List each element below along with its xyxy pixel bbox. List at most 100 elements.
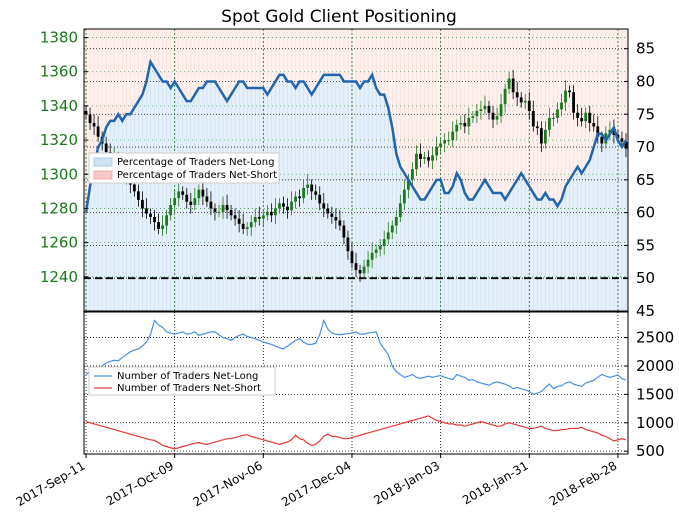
candle <box>378 239 382 257</box>
candle <box>237 210 241 233</box>
candle <box>487 100 491 120</box>
candle <box>346 230 350 260</box>
candle <box>181 186 185 200</box>
candle <box>584 107 588 129</box>
candle <box>596 116 600 144</box>
bottom-frame <box>83 311 629 455</box>
candle <box>193 187 197 211</box>
candle <box>580 107 584 127</box>
y-tick-label-traders: 500 <box>636 442 665 460</box>
candle <box>358 264 362 282</box>
candle <box>173 189 177 212</box>
candle <box>201 182 205 206</box>
legend-swatch-net-short <box>93 170 113 180</box>
candle <box>588 105 592 132</box>
candle <box>161 215 164 236</box>
candle <box>257 206 261 226</box>
y2-tick-label-percent: 60 <box>636 204 655 222</box>
candle <box>306 174 310 195</box>
y-tick-label-traders: 1500 <box>636 385 674 403</box>
candle <box>245 222 249 236</box>
candle <box>463 114 467 134</box>
candle <box>543 121 547 149</box>
candle <box>560 93 563 117</box>
candle <box>330 206 334 224</box>
candle <box>221 196 225 219</box>
candle <box>572 85 575 120</box>
candle <box>137 184 140 207</box>
y2-tick-label-percent: 65 <box>636 171 655 189</box>
candle <box>495 107 499 125</box>
y-tick-label-price: 1340 <box>40 97 78 115</box>
candle <box>491 105 495 129</box>
candle <box>435 136 438 161</box>
candle <box>265 205 269 221</box>
candle <box>624 133 628 158</box>
x-tick-label-date: 2017-Sep-11 <box>14 458 88 509</box>
candle <box>217 205 221 217</box>
y2-tick-label-percent: 55 <box>636 236 655 254</box>
candle <box>423 152 426 165</box>
y2-tick-label-percent: 45 <box>636 302 655 320</box>
candle <box>535 121 539 135</box>
candle <box>443 133 447 153</box>
candle <box>382 230 386 255</box>
candle <box>483 95 487 115</box>
legend-label-net-long: Percentage of Traders Net-Long <box>117 157 275 168</box>
candle <box>394 210 398 235</box>
candle <box>354 252 358 277</box>
candle <box>447 131 451 146</box>
x-tick-label-date: 2017-Nov-06 <box>191 458 265 509</box>
y-tick-label-price: 1320 <box>40 131 78 149</box>
candle <box>149 208 152 224</box>
candle <box>96 116 100 142</box>
candle <box>290 191 293 216</box>
candle <box>342 220 346 245</box>
candle <box>515 81 519 106</box>
y-tick-label-traders: 1000 <box>636 414 674 432</box>
candle <box>539 121 543 153</box>
candle <box>527 92 531 120</box>
legend-label-net-short: Percentage of Traders Net-Short <box>117 170 277 181</box>
y2-tick-label-percent: 85 <box>636 40 655 58</box>
candle <box>362 259 366 279</box>
candle <box>169 198 173 221</box>
y-tick-label-price: 1260 <box>40 234 78 252</box>
candle <box>185 187 189 209</box>
candle <box>503 83 507 113</box>
candle <box>548 107 551 137</box>
candle <box>253 208 257 228</box>
candle <box>370 242 374 269</box>
candle <box>411 162 414 185</box>
candle <box>189 193 193 214</box>
y2-tick-label-percent: 80 <box>636 72 655 90</box>
candle <box>294 191 297 209</box>
candle <box>261 210 265 228</box>
candle <box>390 220 394 240</box>
series-line-traders-net-short <box>85 415 627 450</box>
y-tick-label-price: 1380 <box>40 29 78 47</box>
candle <box>302 179 306 204</box>
net-short-fill <box>84 29 628 213</box>
candle <box>322 193 326 217</box>
x-tick-label-date: 2017-Oct-09 <box>104 458 176 508</box>
y2-tick-label-percent: 50 <box>636 269 655 287</box>
candle <box>157 213 160 235</box>
candle <box>431 146 434 170</box>
candle <box>439 138 443 154</box>
y-tick-label-traders: 2500 <box>636 329 674 347</box>
candle <box>177 181 181 207</box>
candle <box>455 119 459 141</box>
y2-tick-label-percent: 75 <box>636 105 655 123</box>
candle <box>531 100 535 132</box>
candle <box>459 116 463 130</box>
candle <box>153 210 156 231</box>
candle <box>84 105 88 120</box>
x-tick-label-date: 2018-Feb-28 <box>547 458 620 508</box>
bottom-legend: Number of Traders Net-Long Number of Tra… <box>88 366 276 396</box>
candle <box>286 198 289 219</box>
candle <box>451 121 455 147</box>
candle <box>564 80 567 112</box>
x-tick-label-date: 2018-Jan-31 <box>460 458 531 507</box>
